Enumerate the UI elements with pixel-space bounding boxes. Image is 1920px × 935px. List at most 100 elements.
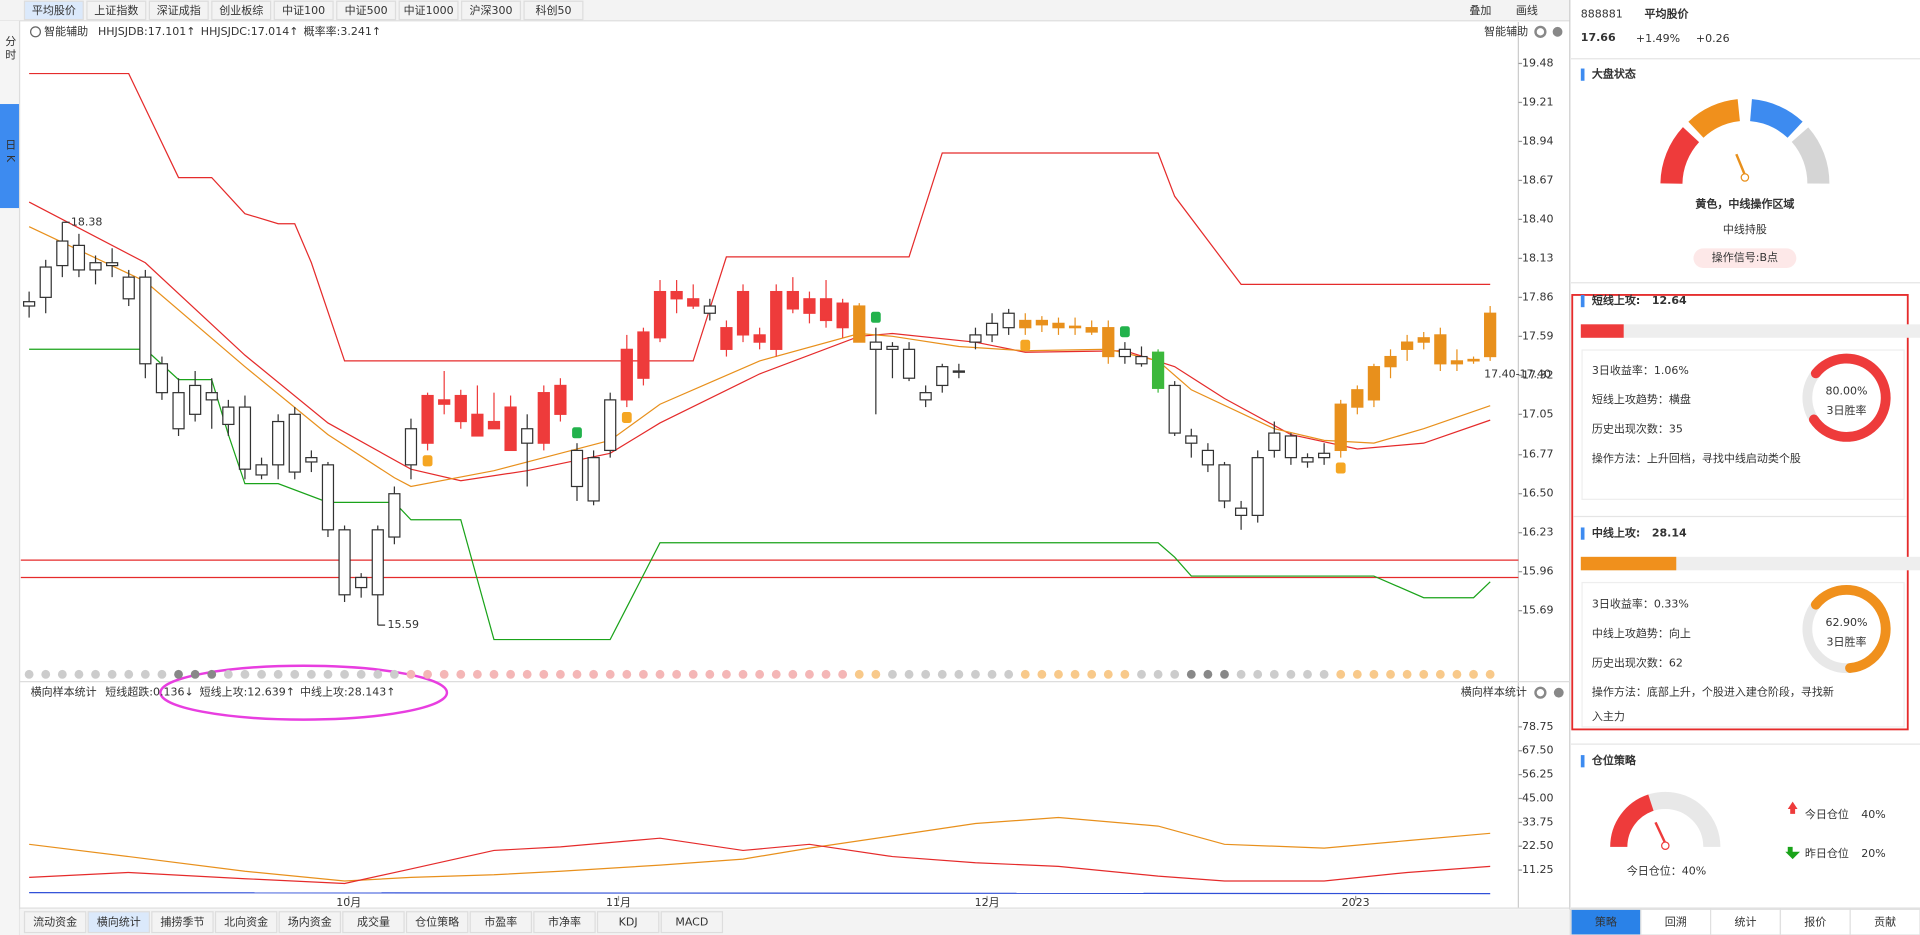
tab[interactable] (660, 911, 724, 934)
status-dot (1170, 669, 1180, 679)
win-rate-label: 3日胜率 (1827, 635, 1867, 649)
tab[interactable] (273, 0, 334, 21)
status-dot (223, 669, 233, 679)
status-dot (157, 669, 167, 679)
title-marker (1580, 527, 1585, 540)
tab-label[interactable]: 回溯 (1665, 916, 1687, 929)
candle-body (1118, 348, 1132, 358)
tab-label[interactable]: 创业板综 (219, 3, 263, 17)
status-dot (24, 669, 34, 679)
tab-label[interactable]: 报价 (1804, 915, 1826, 929)
sidebar-tab[interactable]: 日K (4, 139, 17, 167)
tab-label[interactable]: 市净率 (548, 915, 581, 929)
title-marker (1580, 294, 1585, 308)
candle-body (736, 290, 750, 336)
help-icon[interactable] (1552, 26, 1563, 37)
overlay-button[interactable]: 叠加 (1469, 4, 1491, 17)
tab[interactable] (469, 911, 533, 934)
signal-label: 操作信号:B点 (1712, 250, 1778, 264)
tab-label[interactable]: 北向资金 (224, 915, 268, 929)
candle-body (1035, 319, 1048, 326)
status-dot (1137, 669, 1146, 679)
tab[interactable] (214, 911, 278, 934)
tab[interactable] (596, 911, 660, 934)
tab[interactable] (86, 0, 147, 21)
candle-body (438, 399, 451, 405)
candle-body (836, 302, 849, 329)
tab-label[interactable]: 统计 (1735, 916, 1757, 929)
tab-label[interactable]: 市盈率 (484, 915, 517, 929)
tab[interactable] (398, 0, 459, 21)
tab[interactable] (87, 911, 150, 934)
status-dot (1087, 669, 1097, 679)
tab-label[interactable]: KDJ (619, 916, 638, 929)
tab[interactable] (1640, 908, 1712, 935)
tab[interactable] (533, 911, 596, 934)
tab[interactable] (1570, 908, 1642, 935)
gear-icon[interactable] (1534, 686, 1547, 699)
candle-body (1484, 312, 1497, 358)
tab-label[interactable]: 贡献 (1874, 915, 1896, 929)
tab[interactable] (523, 0, 584, 21)
status-dot (273, 669, 283, 679)
candle-body (238, 406, 252, 470)
stat-line: 短线上攻趋势：横盘 (1592, 392, 1691, 406)
tab[interactable] (1779, 908, 1851, 935)
status-dot (1004, 669, 1014, 679)
status-dot (389, 669, 399, 679)
tab-label[interactable]: 策略 (1595, 915, 1617, 929)
tab-label[interactable]: 捕捞季节 (160, 915, 204, 929)
series-line (29, 837, 1491, 885)
tab-label[interactable]: 沪深300 (470, 3, 513, 17)
gauge-pivot (1661, 841, 1670, 850)
tab-label[interactable]: 横向统计 (97, 915, 141, 929)
tab-label[interactable]: 上证指数 (94, 3, 138, 17)
candle-body (687, 298, 700, 307)
indicator-value: 中线上攻:28.143↑ (300, 685, 395, 699)
status-dot (838, 669, 848, 679)
tab-label[interactable]: 平均股价 (32, 4, 76, 17)
tab[interactable] (151, 911, 214, 934)
status-dot (290, 669, 300, 679)
candle-body (902, 348, 916, 379)
candle-body (1234, 507, 1248, 516)
status-dot (1120, 669, 1130, 679)
status-dot (705, 669, 715, 679)
tab[interactable] (23, 911, 87, 934)
tab[interactable] (336, 0, 397, 21)
tab-label[interactable]: 场内资金 (288, 915, 332, 929)
help-icon[interactable] (1553, 687, 1564, 698)
candle-body (620, 348, 633, 401)
gear-icon[interactable] (1534, 25, 1547, 38)
draw-button[interactable]: 画线 (1516, 3, 1538, 17)
tab[interactable] (461, 0, 522, 21)
tab[interactable] (1710, 908, 1782, 935)
tab-label[interactable]: 流动资金 (33, 915, 77, 929)
tab-label[interactable]: 中证500 (345, 4, 388, 17)
tab-label[interactable]: 深证成指 (157, 3, 201, 17)
tab[interactable] (211, 0, 272, 21)
status-dot (722, 669, 731, 679)
tab[interactable] (148, 0, 209, 21)
sidebar-tab[interactable]: 分时 (4, 35, 17, 62)
indicator-value: 短线超跌:0.136↓ (105, 685, 193, 699)
indicator-value: 短线上攻:12.639↑ (200, 685, 295, 699)
highlight-box (1571, 294, 1909, 731)
status-dot (788, 669, 798, 679)
status-dot (904, 669, 914, 679)
gauge-needle (1735, 153, 1747, 176)
tab-label[interactable]: 仓位策略 (415, 915, 459, 929)
tab[interactable] (23, 0, 84, 21)
tab[interactable] (405, 911, 469, 934)
y-tick-label: 45.00 (1522, 791, 1554, 804)
tab-label[interactable]: 中证100 (282, 4, 325, 17)
tab-label[interactable]: 科创50 (535, 3, 571, 17)
tab-label[interactable]: 中证1000 (404, 4, 454, 17)
tab-label[interactable]: 成交量 (357, 915, 390, 929)
tab[interactable] (1849, 908, 1920, 935)
status-dot (987, 669, 997, 679)
tab[interactable] (342, 911, 405, 934)
stock-name: 平均股价 (1644, 7, 1689, 21)
tab-label[interactable]: MACD (675, 916, 708, 929)
tab[interactable] (278, 911, 342, 934)
